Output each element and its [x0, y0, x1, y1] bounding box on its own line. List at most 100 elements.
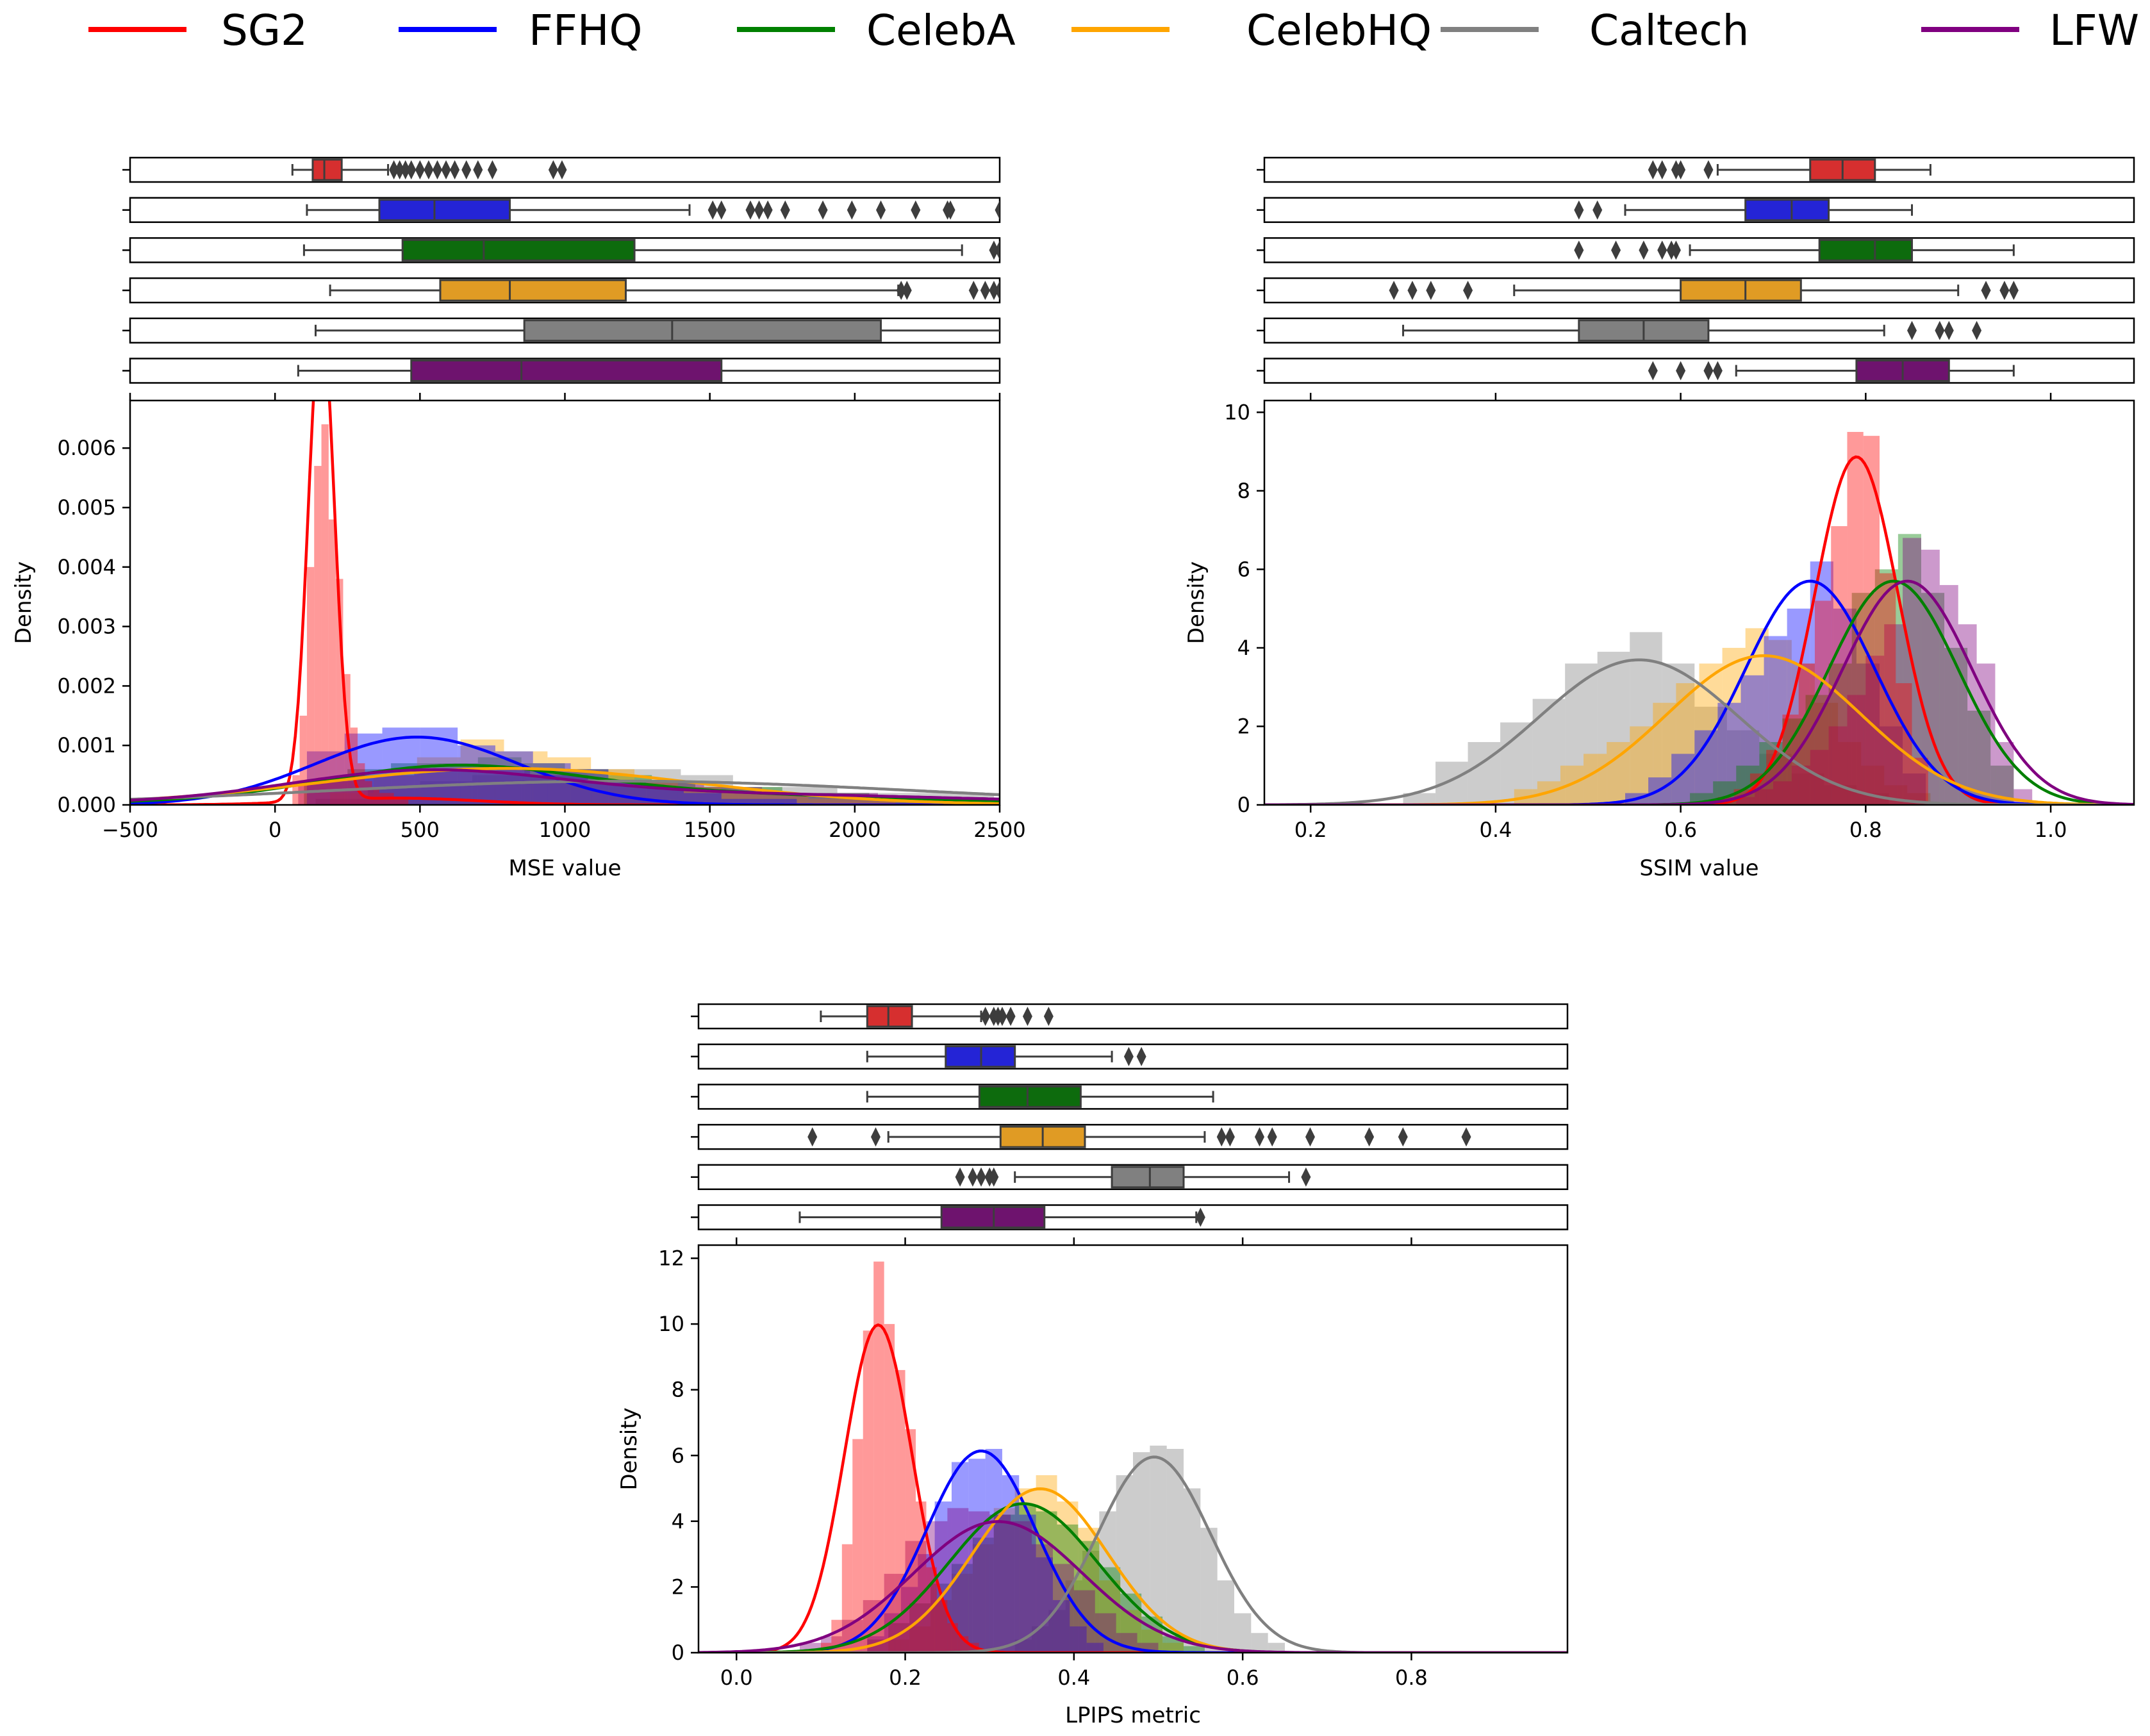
x-axis-label: SSIM value — [1639, 856, 1758, 881]
y-tick-label: 12 — [658, 1246, 684, 1271]
y-tick-label: 8 — [1237, 479, 1250, 503]
histogram-bar — [1014, 1488, 1036, 1653]
y-axis: 0.000 0.001 0.002 0.003 0.004 0.005 0.006 — [57, 436, 130, 817]
panel-lpips: 0.0 0.2 0.4 0.6 0.8 0 2 4 6 8 10 12 LPIPS metric D… — [616, 1003, 1569, 1728]
histogram-bar — [1183, 1646, 1205, 1653]
x-tick-label: 500 — [401, 818, 440, 842]
histogram-bar — [863, 1330, 874, 1653]
histogram-celeba — [1690, 534, 2014, 805]
histogram-bar — [972, 1537, 994, 1653]
outlier-point — [1676, 361, 1686, 381]
outlier-point — [1592, 200, 1603, 220]
boxplot-celebhq — [691, 1123, 1569, 1150]
y-axis-label: Density — [1184, 561, 1209, 644]
x-tick-label: 0.2 — [889, 1666, 922, 1690]
y-tick-label: 6 — [1237, 557, 1250, 581]
histogram-bar — [393, 798, 401, 805]
kde-curve-lfw — [1264, 579, 2134, 805]
legend-item-celeba: CelebA — [737, 6, 1016, 55]
outlier-point — [424, 160, 434, 179]
outlier-point — [902, 281, 912, 301]
box-iqr — [401, 238, 636, 261]
histogram-bar — [1166, 1449, 1184, 1653]
outlier-point — [1657, 240, 1667, 260]
histogram-bar — [905, 1541, 927, 1653]
outlier-point — [432, 160, 442, 179]
histogram-bar — [1019, 1514, 1036, 1653]
histogram-bar — [1912, 757, 1928, 805]
histogram-bar — [869, 798, 913, 805]
histogram-bar — [1791, 773, 1824, 805]
outlier-point — [389, 160, 399, 179]
histogram-bar — [1798, 663, 1815, 805]
box-iqr — [1680, 279, 1802, 302]
kde-curve-celeba — [699, 1502, 1567, 1653]
outlier-point — [401, 160, 411, 179]
box-iqr — [1744, 199, 1830, 222]
outlier-point — [557, 160, 567, 179]
histogram-bar — [1939, 584, 1958, 805]
outlier-point — [487, 160, 497, 179]
x-tick-label: 0.6 — [1664, 818, 1697, 842]
outlier-point — [1389, 281, 1399, 301]
outlier-point — [1972, 320, 1982, 340]
kde-layer — [1264, 455, 2134, 805]
histogram-bar — [314, 466, 322, 805]
x-tick-label: 1500 — [684, 818, 736, 842]
outlier-point — [754, 200, 765, 220]
outlier-point — [1195, 1207, 1205, 1227]
outlier-point — [1648, 160, 1658, 179]
x-axis: −500 0 500 1000 1500 2000 2500 — [102, 393, 1026, 842]
x-axis-label: MSE value — [508, 856, 621, 881]
histogram-bar — [1200, 1528, 1218, 1653]
histogram-bar — [1078, 1528, 1100, 1653]
outlier-point — [1611, 240, 1621, 260]
histogram-bar — [852, 798, 896, 805]
boxplot-frame — [1263, 156, 2135, 183]
histogram-bar — [1073, 1590, 1095, 1653]
boxplot-celeba — [1257, 237, 2135, 263]
histogram-bar — [1791, 765, 1810, 805]
legend-item-celebhq: CelebHQ — [1071, 6, 1432, 55]
histogram-bar — [350, 727, 358, 805]
histogram-bar — [873, 1261, 884, 1653]
outlier-point — [763, 200, 773, 220]
histogram-bar — [985, 1449, 1002, 1653]
outlier-point — [989, 1167, 999, 1187]
histogram-bar — [1468, 741, 1501, 805]
histogram-bar — [989, 1514, 1011, 1653]
outlier-point — [1712, 361, 1723, 381]
kde-curve-sg2 — [130, 401, 1000, 805]
histogram-bar — [841, 1544, 853, 1653]
histogram-bar — [336, 579, 343, 805]
outlier-point — [995, 200, 1000, 220]
histogram-bar — [306, 566, 315, 805]
x-tick-label: 0 — [269, 818, 281, 842]
boxplot-sg2 — [122, 156, 1001, 183]
histogram-bar — [1805, 695, 1829, 805]
y-tick-label: 10 — [658, 1312, 684, 1336]
histogram-bar — [1036, 1557, 1053, 1653]
histogram-bar — [1828, 726, 1848, 805]
histogram-bar — [1082, 1551, 1100, 1653]
box-iqr — [523, 319, 882, 342]
outlier-point — [1123, 1046, 1134, 1066]
y-axis-label: Density — [11, 561, 37, 644]
outlier-point — [847, 200, 857, 220]
histogram-bar — [1217, 1580, 1234, 1653]
histogram-bar — [1234, 1613, 1252, 1653]
x-tick-label: 1000 — [539, 818, 591, 842]
histogram-bar — [367, 787, 420, 805]
boxplot-celeba — [122, 237, 1001, 263]
x-tick-label: 2500 — [973, 818, 1025, 842]
outlier-point — [1398, 1127, 1408, 1147]
y-tick-label: 0.004 — [57, 555, 116, 579]
y-tick-label: 0.005 — [57, 495, 116, 520]
histogram-bar — [1755, 789, 1773, 805]
y-tick-label: 0.002 — [57, 674, 116, 698]
x-tick-label: 0.8 — [1395, 1666, 1428, 1690]
kde-layer — [699, 1323, 1567, 1653]
outlier-point — [1005, 1007, 1016, 1026]
y-tick-label: 0 — [672, 1641, 684, 1665]
y-tick-label: 10 — [1224, 400, 1250, 424]
